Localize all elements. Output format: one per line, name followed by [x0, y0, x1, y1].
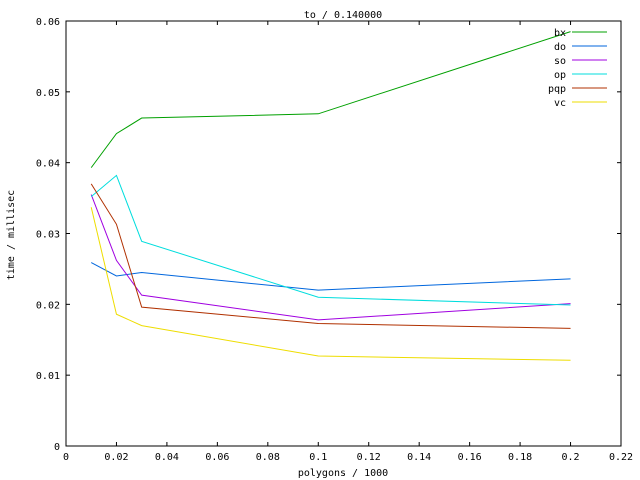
legend: bx do so op pqp vc	[548, 28, 607, 109]
legend-label-op: op	[554, 70, 566, 81]
x-tick-label: 0.2	[562, 452, 580, 463]
y-axis-label: time / millisec	[6, 190, 17, 280]
x-tick-label: 0	[63, 452, 69, 463]
legend-label-do: do	[554, 42, 566, 53]
x-tick-label: 0.08	[256, 452, 280, 463]
chart-title: to / 0.140000	[304, 10, 382, 21]
series-line-bx	[90, 31, 571, 168]
y-tick-label: 0.04	[36, 159, 60, 170]
y-axis-ticks: 0 0.01 0.02 0.03 0.04 0.05 0.06	[36, 17, 621, 453]
series-line-vc	[90, 207, 571, 361]
x-tick-label: 0.18	[508, 452, 532, 463]
x-tick-label: 0.22	[609, 452, 633, 463]
x-tick-label: 0.06	[205, 452, 229, 463]
y-tick-label: 0.01	[36, 371, 60, 382]
x-tick-label: 0.02	[104, 452, 128, 463]
legend-label-vc: vc	[554, 98, 566, 109]
plot-frame	[65, 20, 622, 447]
y-tick-label: 0.06	[36, 17, 60, 28]
x-tick-label: 0.16	[458, 452, 482, 463]
series-lines	[90, 31, 571, 361]
y-tick-label: 0.05	[36, 88, 60, 99]
x-axis-label: polygons / 1000	[298, 468, 388, 479]
y-tick-label: 0.03	[36, 230, 60, 241]
y-tick-label: 0.02	[36, 300, 60, 311]
series-line-do	[90, 262, 571, 291]
x-tick-label: 0.1	[309, 452, 327, 463]
x-axis-ticks: 0 0.02 0.04 0.06 0.08 0.1 0.12 0.14 0.16 0.18 0.2 0…	[63, 21, 633, 463]
legend-label-pqp: pqp	[548, 84, 566, 95]
series-line-so	[90, 194, 571, 321]
legend-label-so: so	[554, 56, 566, 67]
series-line-pqp	[90, 183, 571, 329]
x-tick-label: 0.12	[357, 452, 381, 463]
x-tick-label: 0.14	[407, 452, 431, 463]
y-tick-label: 0	[54, 442, 60, 453]
series-line-op	[90, 174, 571, 306]
legend-label-bx: bx	[554, 28, 566, 39]
x-tick-label: 0.04	[155, 452, 179, 463]
